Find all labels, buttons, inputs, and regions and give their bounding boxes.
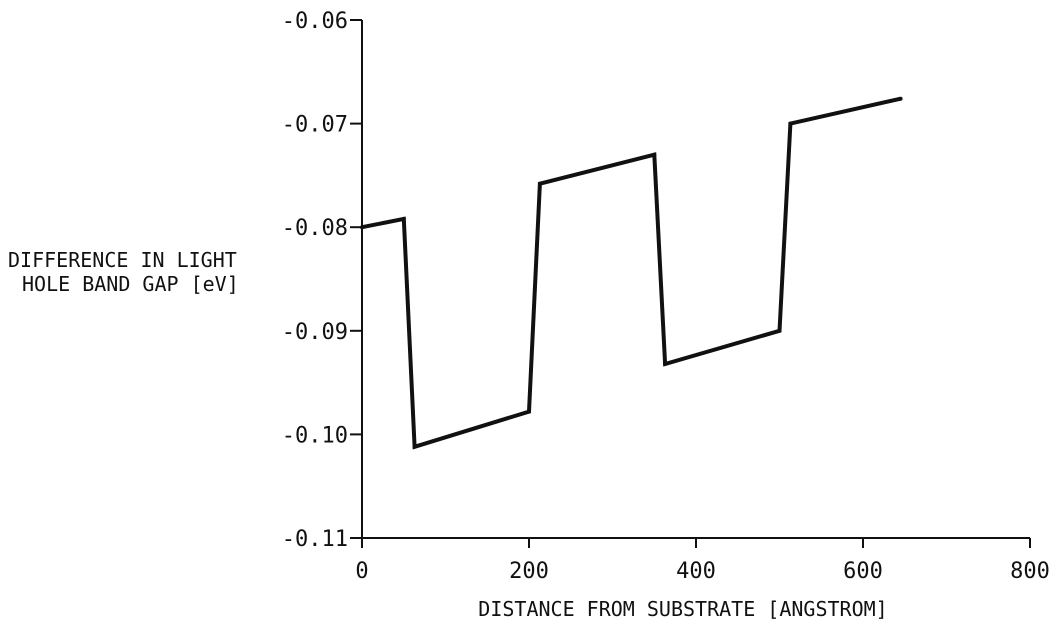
y-tick-label: -0.09	[282, 320, 348, 345]
y-axis-ticks: -0.06 -0.07 -0.08 -0.09 -0.10 -0.11	[282, 9, 362, 552]
data-point	[412, 444, 417, 449]
y-axis-label-line-1: DIFFERENCE IN LIGHT	[8, 248, 237, 272]
x-tick-label: 400	[676, 559, 716, 584]
y-tick-label: -0.10	[282, 423, 348, 448]
y-tick-label: -0.07	[282, 113, 348, 138]
data-point	[360, 225, 364, 230]
x-tick-label: 0	[355, 559, 368, 584]
data-point	[401, 216, 406, 221]
data-point	[898, 96, 903, 101]
data-point	[788, 121, 793, 126]
y-tick-label: -0.06	[282, 9, 348, 34]
data-point	[663, 362, 668, 366]
x-axis-label: DISTANCE FROM SUBSTRATE [ANGSTROM]	[478, 597, 887, 621]
y-tick-label: -0.08	[282, 216, 348, 241]
data-point	[527, 409, 531, 414]
x-tick-label: 600	[843, 559, 883, 584]
series-line	[361, 96, 902, 450]
y-tick-label: -0.11	[282, 527, 348, 552]
x-axis-ticks: 0 200 400 600 800	[355, 538, 1050, 584]
y-axis-label-line-2: HOLE BAND GAP [eV]	[22, 272, 239, 296]
data-point	[652, 152, 657, 157]
data-point	[537, 181, 542, 186]
x-tick-label: 200	[509, 559, 549, 584]
x-tick-label: 800	[1010, 559, 1050, 584]
axes	[361, 20, 1030, 539]
data-point	[777, 328, 782, 333]
series-group	[360, 96, 903, 450]
